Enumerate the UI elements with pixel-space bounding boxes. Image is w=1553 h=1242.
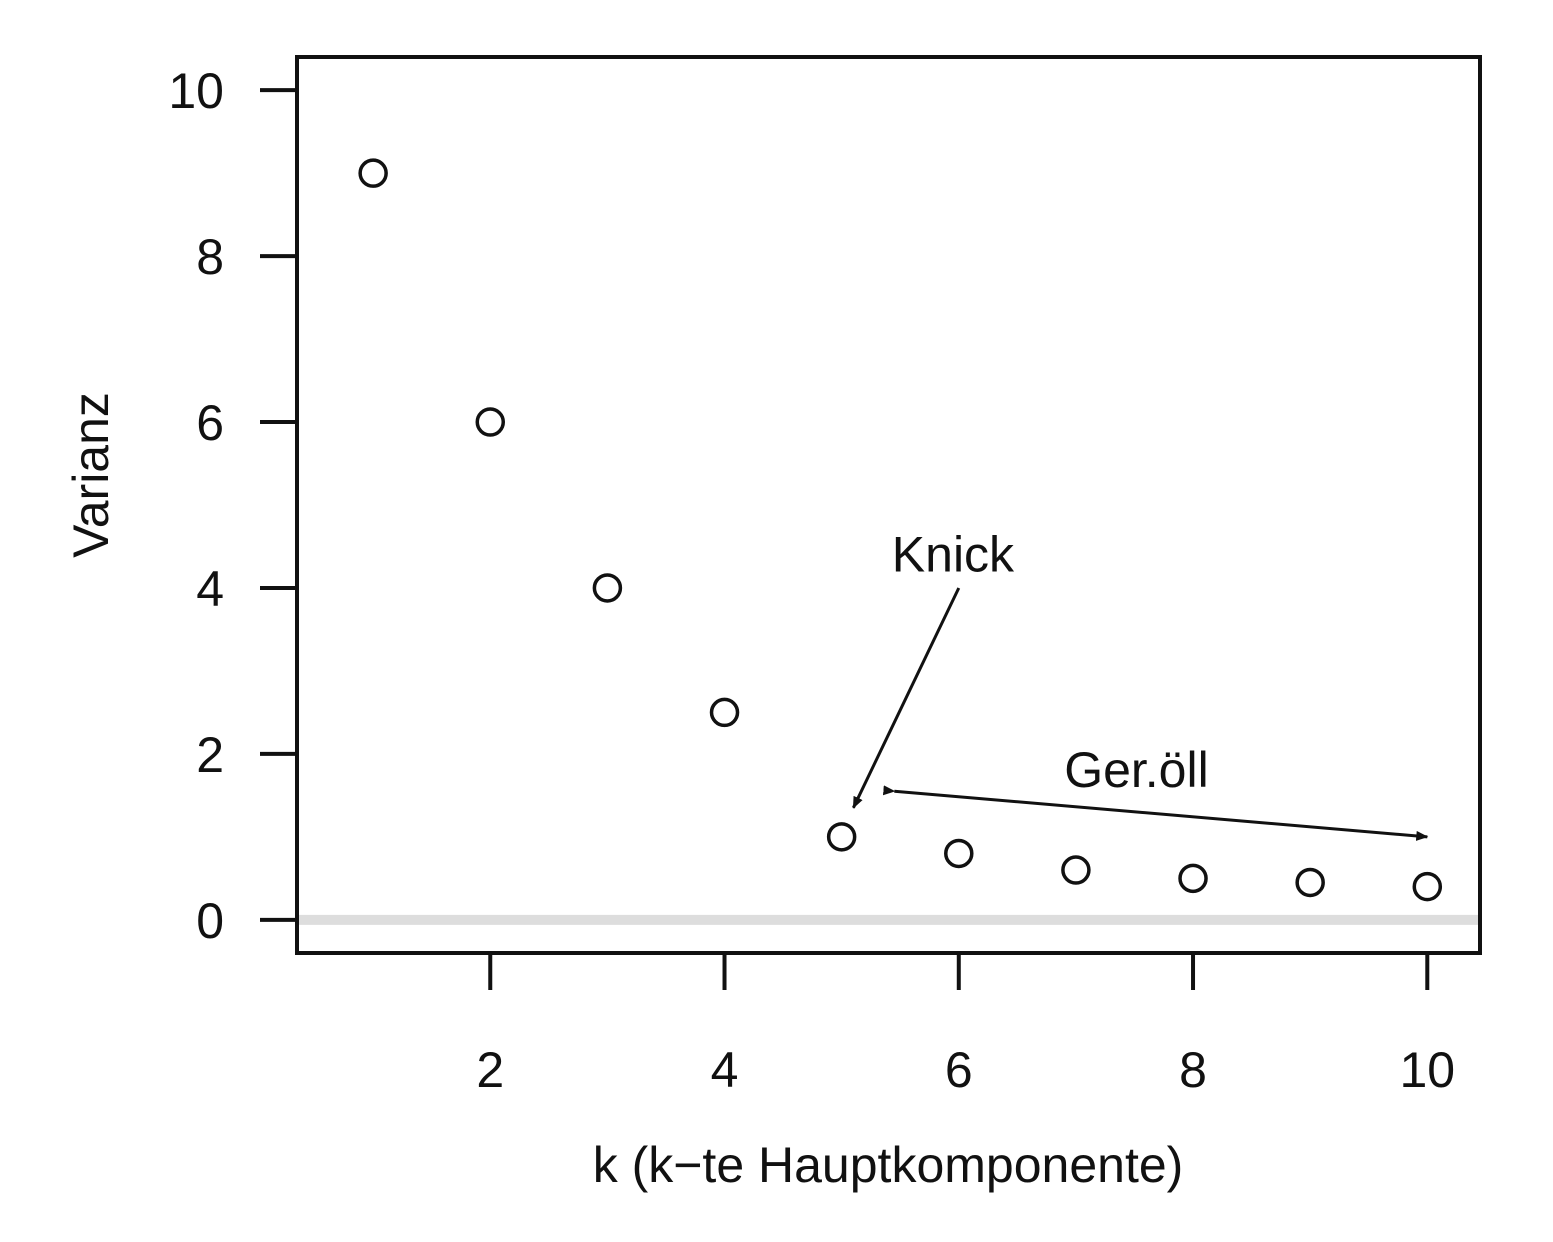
y-tick-label: 10 <box>168 63 224 119</box>
data-point <box>592 573 623 603</box>
x-tick-label: 8 <box>1179 1042 1207 1098</box>
data-point <box>826 822 857 852</box>
annotations: Knick Ger.öll <box>852 526 1429 841</box>
x-axis: 2 4 6 8 10 <box>476 953 1455 1098</box>
annotation-arrow <box>852 587 961 809</box>
x-axis-title: k (k−te Hauptkomponente) <box>593 1137 1184 1193</box>
data-point <box>475 407 506 437</box>
annotation-arrow <box>882 785 1429 841</box>
data-points <box>358 158 1443 902</box>
y-tick-label: 6 <box>196 395 224 451</box>
data-point <box>358 158 388 188</box>
data-point <box>1061 855 1091 885</box>
x-tick-label: 6 <box>945 1042 973 1098</box>
annotation-label: Knick <box>892 526 1015 582</box>
y-tick-label: 4 <box>196 561 224 617</box>
data-point <box>1178 863 1208 894</box>
y-tick-label: 2 <box>196 727 224 783</box>
plot-frame <box>295 55 1482 955</box>
data-point <box>944 838 974 869</box>
data-point <box>1295 867 1325 898</box>
x-tick-label: 4 <box>711 1042 739 1098</box>
x-tick-label: 10 <box>1399 1042 1455 1098</box>
data-point <box>709 697 740 728</box>
y-axis-title: Varianz <box>63 392 119 558</box>
x-tick-label: 2 <box>476 1042 504 1098</box>
y-axis: 0 2 4 6 8 10 <box>168 63 297 949</box>
y-tick-label: 0 <box>196 893 224 949</box>
annotation-label: Ger.öll <box>1064 742 1209 798</box>
data-point <box>1412 871 1443 902</box>
y-tick-label: 8 <box>196 229 224 285</box>
